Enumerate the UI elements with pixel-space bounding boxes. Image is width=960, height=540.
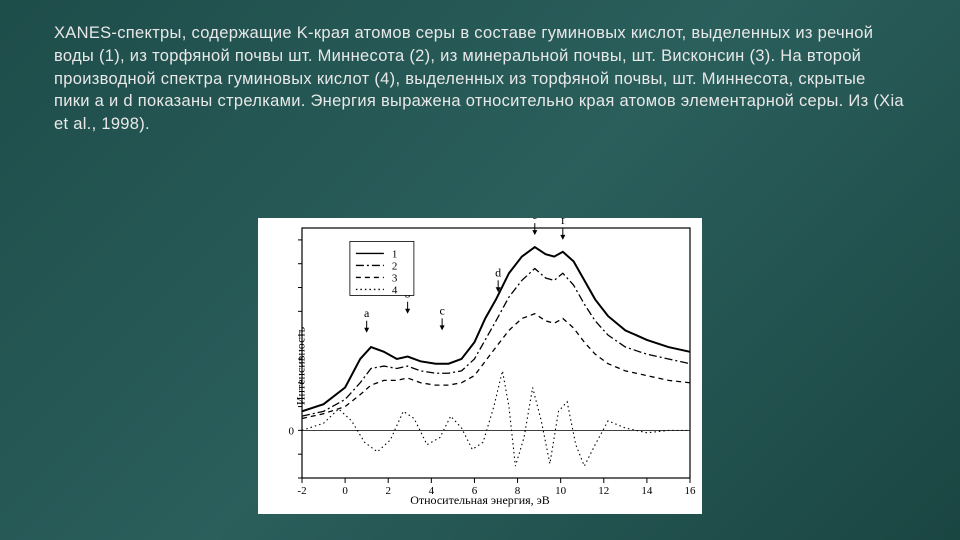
y-axis-label: Интенсивность bbox=[294, 327, 309, 405]
xanes-chart: Интенсивность -202468101214160abcdef1234… bbox=[258, 218, 702, 514]
svg-text:c: c bbox=[439, 303, 444, 317]
svg-text:4: 4 bbox=[392, 284, 398, 296]
svg-text:d: d bbox=[495, 265, 501, 279]
svg-text:e: e bbox=[532, 218, 537, 222]
svg-text:0: 0 bbox=[289, 425, 295, 437]
figure-caption: XANES-спектры, содержащие K-края атомов … bbox=[54, 22, 906, 136]
svg-text:1: 1 bbox=[392, 248, 398, 260]
chart-svg: -202468101214160abcdef1234 bbox=[258, 218, 702, 514]
svg-text:2: 2 bbox=[392, 260, 398, 272]
svg-text:3: 3 bbox=[392, 272, 398, 284]
x-axis-label: Относительная энергия, эВ bbox=[258, 493, 702, 508]
svg-text:a: a bbox=[364, 306, 370, 320]
svg-text:f: f bbox=[561, 218, 565, 227]
